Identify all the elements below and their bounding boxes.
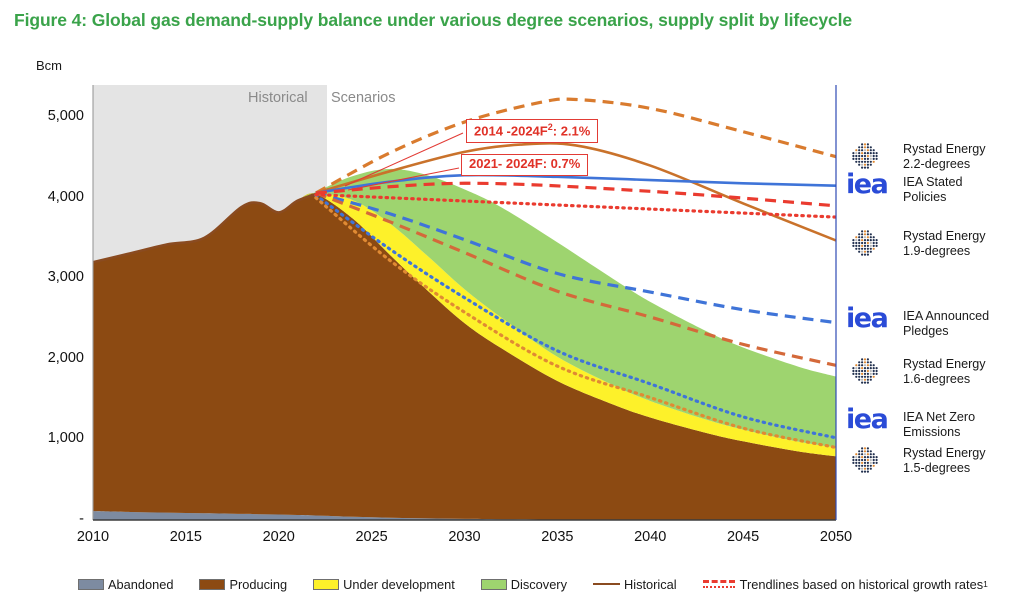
scenario-label: Rystad Energy 2.2-degrees (903, 142, 986, 171)
line-trendline-2021-2024f-0-7- (314, 192, 836, 219)
y-tick-label: 5,000 (47, 108, 84, 125)
callout-1-suffix: : 2.1% (552, 123, 591, 139)
y-tick-label: 2,000 (47, 349, 84, 366)
callout-cagr-2014-2024: 2014 -2024F2: 2.1% (466, 119, 599, 144)
legend-swatch-icon (78, 578, 104, 590)
line-rystad-energy-2-2-degrees (315, 97, 836, 195)
scenario-label: IEA Announced Pledges (903, 309, 990, 338)
scenario-label: Rystad Energy 1.5-degrees (903, 446, 986, 475)
legend-item: Under development (313, 577, 455, 592)
area-producing (93, 193, 836, 520)
legend-label: Abandoned (108, 576, 174, 592)
legend-trendline-icon (702, 580, 735, 588)
area-abandoned (93, 511, 836, 520)
legend-item: Discovery (480, 576, 567, 592)
callout-1-superscript: 2 (547, 122, 553, 132)
x-tick-label: 2015 (169, 529, 202, 545)
callout-2-suffix: : 0.7% (542, 156, 581, 171)
x-tick-label: 2035 (541, 529, 574, 545)
x-tick-label: 2025 (355, 529, 388, 545)
line-rystad-energy-1-5-degrees (314, 196, 836, 450)
callout-cagr-2021-2024: 2021- 2024F: 0.7% (461, 154, 589, 176)
x-tick-label: 2045 (726, 529, 760, 545)
y-tick-label: - (79, 511, 84, 527)
scenario-label: IEA Stated Policies (903, 175, 963, 204)
rystad-energy-logo-icon (851, 142, 879, 175)
scenario-label: IEA Net Zero Emissions (903, 410, 976, 439)
y-axis-unit-label: Bcm (36, 58, 62, 73)
legend-label: Discovery (510, 576, 567, 592)
y-tick-label: 1,000 (47, 430, 84, 447)
iea-logo-icon: iea (846, 303, 889, 334)
callout-1-leader (344, 132, 464, 187)
page-title: Figure 4: Global gas demand-supply balan… (14, 10, 853, 30)
scenario-label: Rystad Energy 1.9-degrees (903, 229, 986, 258)
legend-item: Historical (592, 576, 677, 592)
callout-2-leader (347, 167, 460, 191)
legend-swatch-icon (480, 578, 507, 590)
scenario-label: Rystad Energy 1.6-degrees (903, 357, 986, 386)
legend-item: Producing (199, 577, 287, 592)
band-caption-historical: Historical (248, 90, 308, 106)
legend-label: Historical (623, 576, 677, 592)
y-tick-label: 4,000 (47, 188, 84, 205)
line-iea-announced-pledges (315, 191, 836, 325)
x-tick-label: 2040 (634, 529, 667, 545)
legend-footnote-marker: 1 (983, 579, 988, 589)
legend-label: Under development (343, 576, 455, 592)
line-trendline-2014-2024f-2-1- (315, 181, 836, 208)
x-tick-label: 2030 (448, 529, 481, 545)
x-tick-label: 2010 (76, 529, 110, 545)
line-iea-net-zero-emissions (314, 193, 836, 440)
iea-logo-icon: iea (846, 404, 889, 435)
scenario-lines (93, 97, 836, 450)
callout-2-prefix: 2021- 2024F (469, 156, 543, 171)
legend-swatch-icon (199, 578, 226, 590)
x-tick-label: 2050 (819, 529, 853, 545)
legend-label: Producing (229, 576, 288, 592)
line-rystad-energy-1-6-degrees (315, 191, 836, 367)
chart-legend: Abandoned Producing Under development Disco… (0, 568, 1024, 600)
y-tick-label: 3,000 (47, 269, 84, 286)
rystad-energy-logo-icon (851, 229, 879, 262)
rystad-energy-logo-icon (851, 446, 879, 479)
line-rystad-energy-1-9-degrees (315, 142, 836, 242)
legend-item: Trendlines based on historical growth ra… (702, 576, 988, 592)
area-discovery (93, 168, 836, 448)
iea-logo-icon: iea (846, 169, 889, 200)
legend-item: Abandoned (78, 577, 173, 592)
legend-swatch-icon (313, 578, 340, 590)
callout-1-prefix: 2014 -2024F (474, 123, 548, 139)
x-tick-label: 2020 (262, 529, 295, 545)
stacked-areas (93, 168, 836, 520)
legend-label: Trendlines based on historical growth ra… (739, 576, 984, 592)
band-caption-scenarios: Scenarios (331, 90, 396, 106)
rystad-energy-logo-icon (851, 357, 879, 390)
line-historical (93, 192, 317, 264)
legend-line-icon (592, 583, 620, 585)
